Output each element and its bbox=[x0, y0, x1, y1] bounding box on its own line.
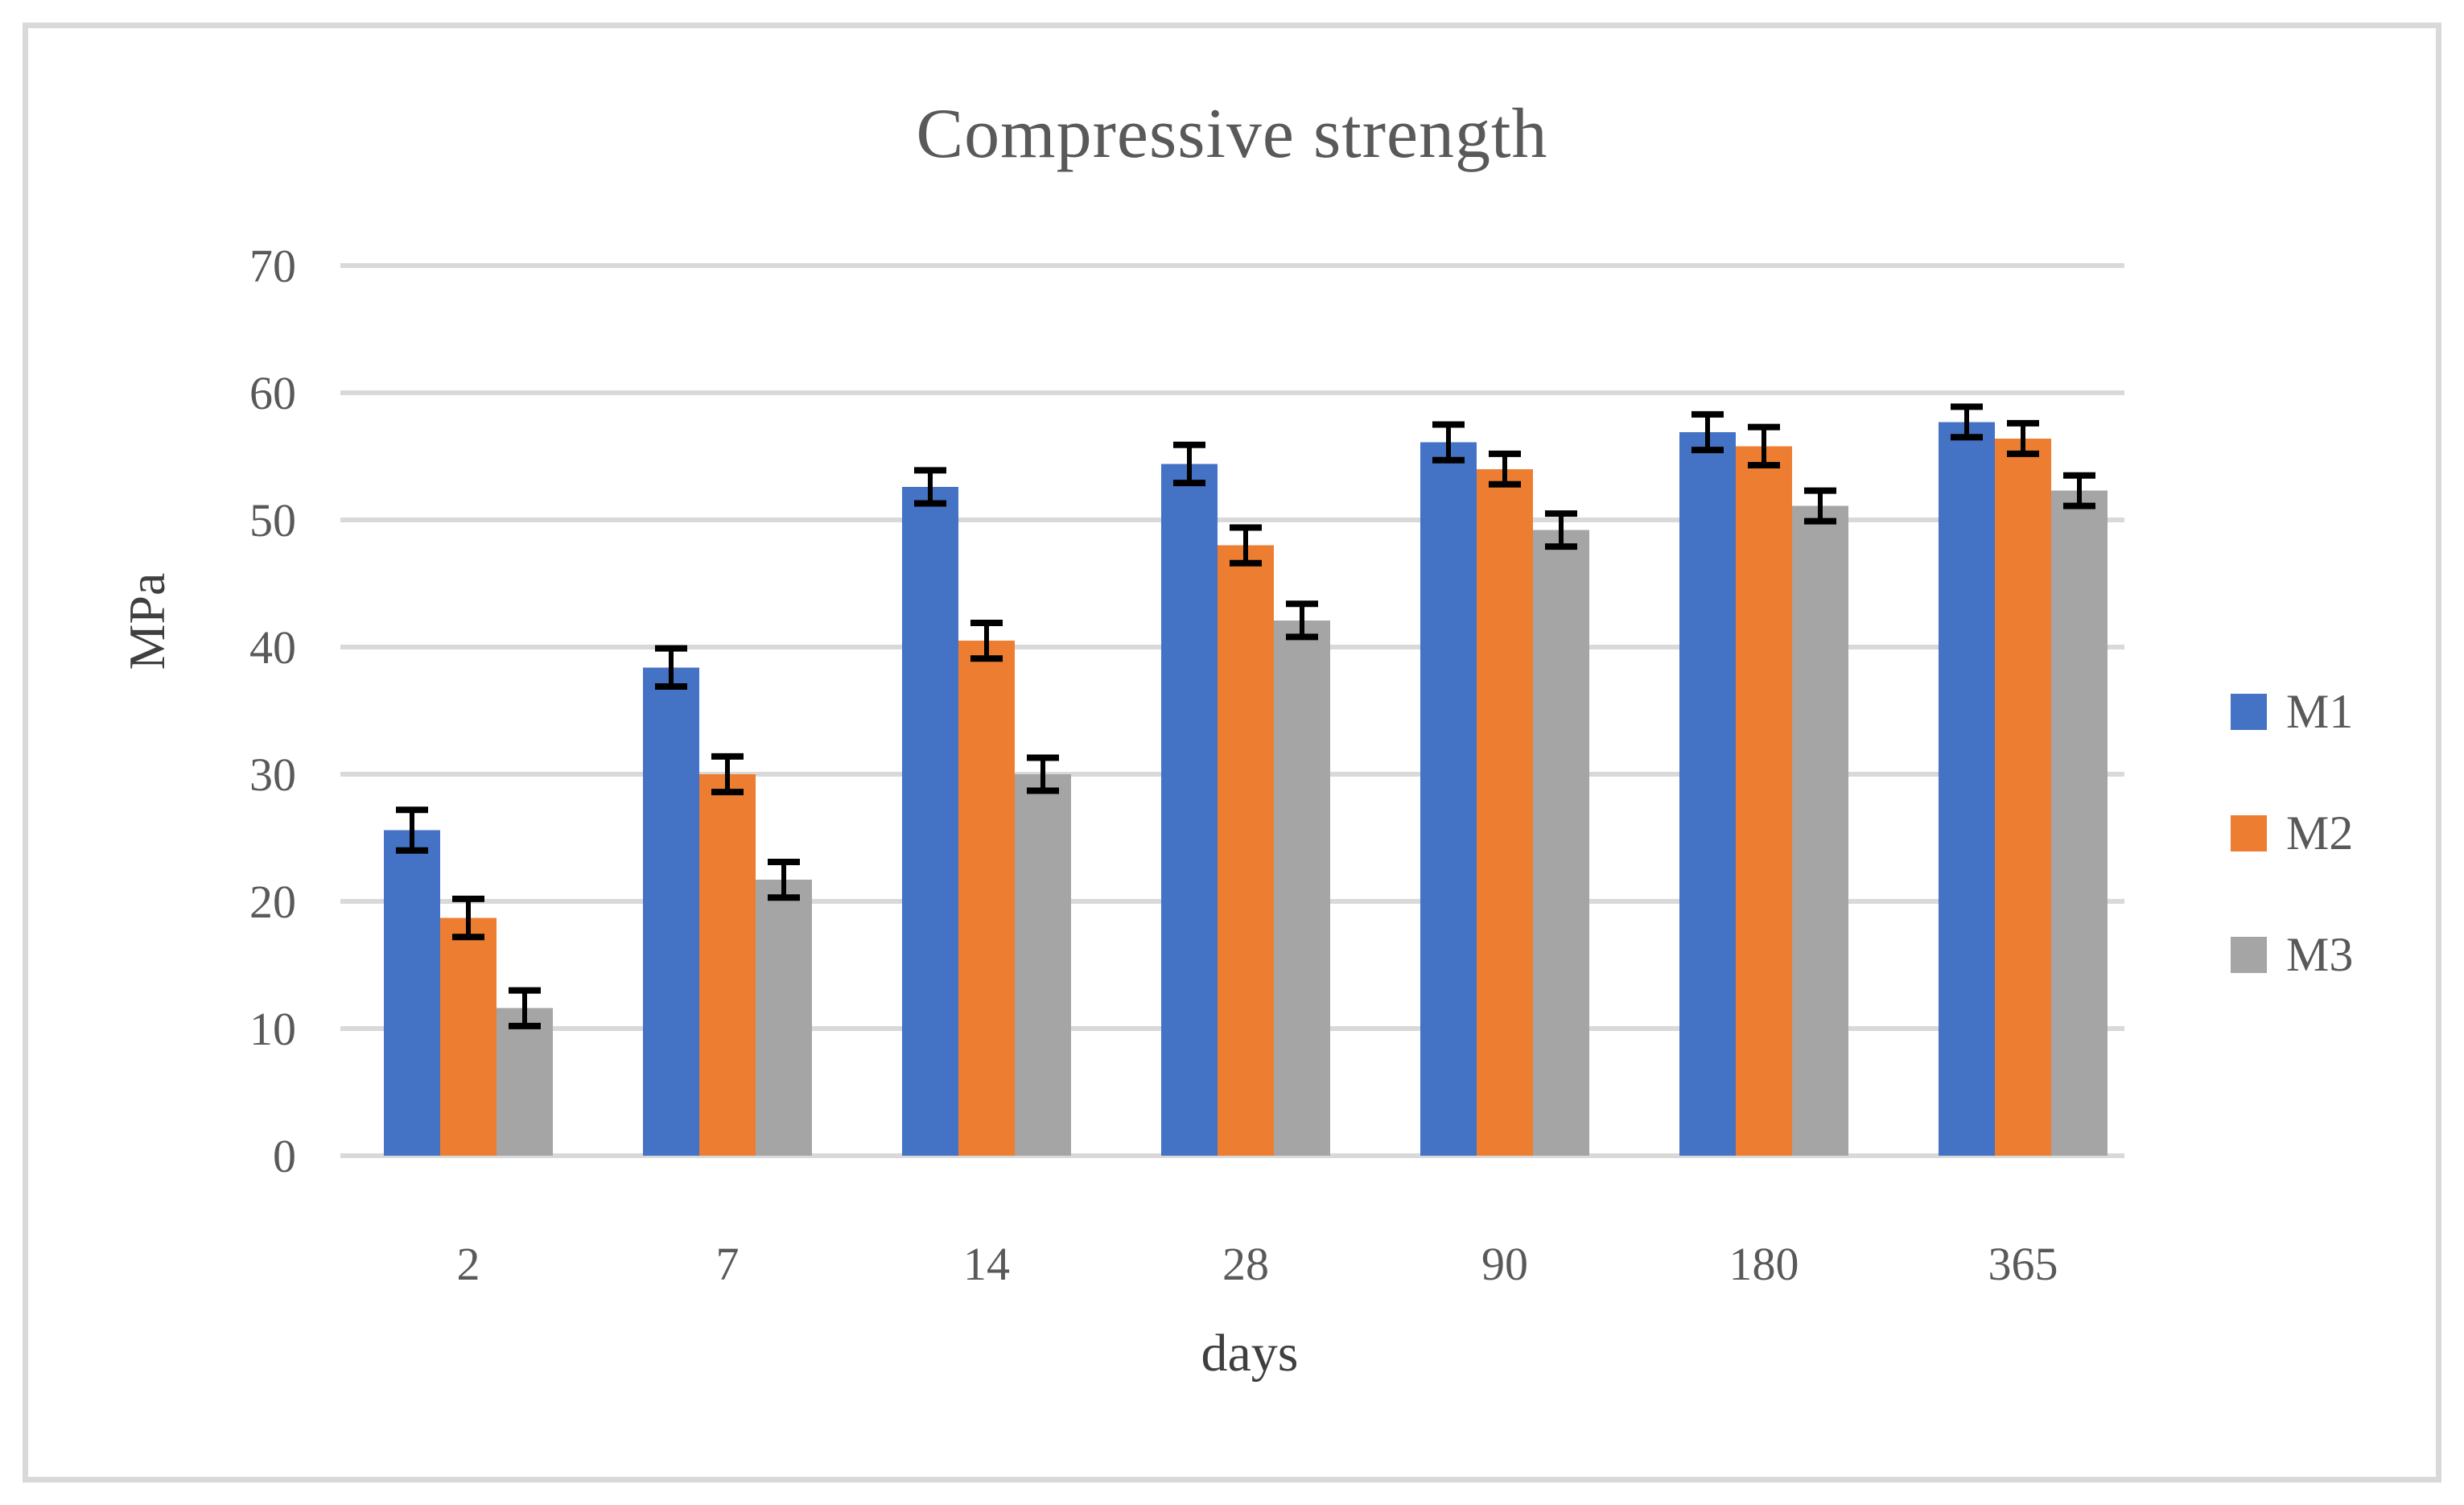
bar-m1 bbox=[1420, 442, 1477, 1156]
y-tick-label: 10 bbox=[249, 1003, 296, 1055]
x-tick-label: 180 bbox=[1729, 1238, 1799, 1290]
bar-m3 bbox=[1274, 620, 1330, 1156]
bar-m3 bbox=[1015, 774, 1071, 1156]
y-axis-title: MPa bbox=[118, 572, 175, 670]
x-tick-label: 7 bbox=[716, 1238, 740, 1290]
bar-m1 bbox=[643, 667, 699, 1156]
y-tick-label: 60 bbox=[249, 367, 296, 419]
bar-m2 bbox=[1736, 446, 1792, 1156]
y-tick-label: 40 bbox=[249, 621, 296, 674]
legend-item-m2: M2 bbox=[2231, 806, 2354, 860]
bar-m2 bbox=[1995, 438, 2051, 1156]
y-tick-label: 70 bbox=[249, 240, 296, 292]
bar-m2 bbox=[699, 774, 756, 1156]
legend-label-m2: M2 bbox=[2286, 806, 2354, 860]
legend-item-m3: M3 bbox=[2231, 928, 2354, 981]
legend-swatch-m3 bbox=[2231, 937, 2267, 973]
x-tick-label: 28 bbox=[1222, 1238, 1269, 1290]
legend: M1 M2 M3 bbox=[2231, 685, 2354, 981]
bar-m3 bbox=[497, 1008, 553, 1156]
bar-m1 bbox=[1679, 431, 1736, 1156]
bar-m3 bbox=[1533, 530, 1589, 1156]
bar-m2 bbox=[1477, 468, 1533, 1156]
bar-m2 bbox=[440, 917, 497, 1156]
bar-m3 bbox=[2051, 490, 2108, 1156]
legend-swatch-m1 bbox=[2231, 694, 2267, 730]
bar-m1 bbox=[384, 830, 440, 1156]
y-tick-label: 0 bbox=[273, 1130, 296, 1182]
y-tick-label: 30 bbox=[249, 748, 296, 801]
bar-m1 bbox=[1161, 464, 1218, 1156]
y-tick-label: 20 bbox=[249, 876, 296, 928]
y-tick-label: 50 bbox=[249, 494, 296, 546]
x-tick-label: 14 bbox=[963, 1238, 1010, 1290]
x-tick-label: 90 bbox=[1481, 1238, 1528, 1290]
bar-m2 bbox=[958, 641, 1015, 1156]
bar-m1 bbox=[902, 486, 958, 1156]
bar-m1 bbox=[1939, 422, 1995, 1156]
bar-m3 bbox=[756, 880, 812, 1156]
x-axis-title: days bbox=[1201, 1324, 1299, 1383]
bar-m2 bbox=[1218, 545, 1274, 1156]
legend-swatch-m2 bbox=[2231, 815, 2267, 851]
legend-label-m3: M3 bbox=[2286, 928, 2354, 981]
x-tick-label: 2 bbox=[457, 1238, 480, 1290]
bar-m3 bbox=[1792, 505, 1848, 1156]
legend-label-m1: M1 bbox=[2286, 685, 2354, 738]
legend-item-m1: M1 bbox=[2231, 685, 2354, 738]
x-tick-label: 365 bbox=[1988, 1238, 2058, 1290]
chart-title: Compressive strength bbox=[916, 95, 1548, 173]
